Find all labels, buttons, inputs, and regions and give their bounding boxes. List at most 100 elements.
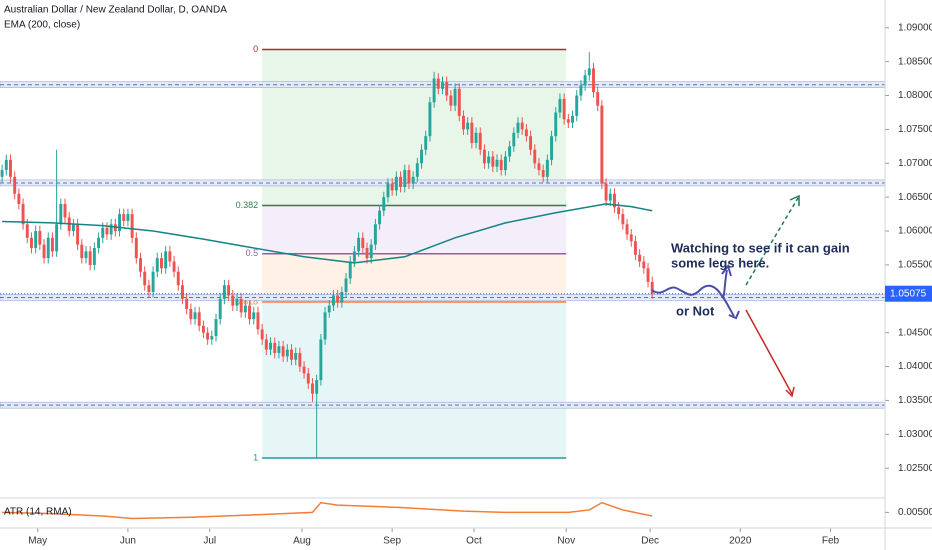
candle-body [415,163,419,177]
y-tick-label: 1.07500 [898,124,932,135]
candle-body [193,312,197,320]
candle-body [512,132,516,147]
candle-body [13,176,17,194]
candle-body [17,193,21,204]
candle-body [470,122,474,143]
y-tick-label: 1.04500 [898,327,932,338]
candle-body [453,88,457,106]
y-tick-label: 1.08000 [898,90,932,101]
y-tick-label: 1.03000 [898,429,932,440]
annotation: some legs here. [671,255,769,270]
candle-body [42,244,46,259]
ema-line [2,203,653,264]
candle-body [109,224,113,235]
fib-zone [262,205,567,254]
candle-body [92,247,96,265]
candle-body [189,308,193,320]
candle-body [336,295,340,303]
candle-body [411,176,415,184]
candle-body [206,332,210,340]
bearish-arrow [745,309,793,395]
candle-body [583,75,587,86]
candle-body [428,102,432,137]
candle-body [625,224,629,235]
candle-body [357,237,361,252]
candle-body [365,247,369,259]
candle-body [503,156,507,171]
candle-body [390,183,394,191]
last-price-label: 1.05075 [890,288,927,299]
x-tick-label: May [28,536,47,547]
candle-body [617,207,621,215]
candle-body [495,159,499,167]
candle-body [235,298,239,306]
candle-body [612,193,616,208]
candle-body [646,268,650,282]
candle-body [436,78,440,89]
candle-body [575,95,579,116]
candle-body [71,224,75,232]
candle-body [592,68,595,93]
candle-body [285,349,289,357]
candle-body [34,231,38,248]
candle-body [197,312,201,326]
candle-body [562,98,566,120]
candle-body [478,132,482,150]
scenario-curve [651,269,728,298]
arrow-head [789,194,800,206]
candle-body [650,281,654,294]
x-tick-label: Nov [557,536,575,547]
candle-body [21,203,25,225]
atr-label: ATR (14, RMA) [4,507,72,518]
candle-body [474,132,478,143]
fib-label: 0.618 [236,296,259,306]
candle-body [432,78,436,103]
y-tick-label: 1.07000 [898,158,932,169]
candle-body [545,159,549,177]
candle-body [621,214,625,225]
candle-body [466,122,470,130]
candle-body [277,346,281,354]
candle-body [151,271,155,293]
candle-body [59,203,63,225]
candle-body [537,163,541,171]
candle-body [566,119,570,123]
x-tick-label: Aug [293,536,311,547]
y-tick-label: 1.04000 [898,361,932,372]
candle-body [80,244,84,259]
y-tick-label: 0.00500 [898,507,932,518]
candle-body [298,353,302,367]
candle-body [499,159,503,171]
candle-body [378,210,382,225]
candle-body [491,156,495,167]
candle-body [633,241,637,255]
candle-body [596,92,600,106]
indicator-label: EMA (200, close) [4,20,80,31]
candle-body [407,170,411,184]
candle-body [273,342,277,354]
candle-body [160,258,163,269]
candle-body [126,214,130,221]
candle-body [306,373,310,384]
candle-body [143,271,147,286]
candle-body [604,183,608,201]
candle-body [403,170,407,188]
candle-body [361,237,365,248]
x-tick-label: 2020 [729,536,752,547]
candle-body [134,237,138,259]
y-tick-label: 1.03500 [898,395,932,406]
candle-body [218,298,222,320]
y-tick-label: 1.06000 [898,226,932,237]
candle-body [554,112,558,137]
fib-label: 0.5 [246,248,259,258]
x-tick-label: Jun [120,536,136,547]
fib-label: 1 [253,452,258,462]
candle-body [97,237,101,248]
y-tick-label: 1.06500 [898,192,932,203]
candle-body [319,339,323,381]
candle-body [118,214,122,232]
candle-body [176,271,180,286]
candle-body [248,305,252,320]
candle-body [524,129,528,137]
candle-body [210,336,214,340]
